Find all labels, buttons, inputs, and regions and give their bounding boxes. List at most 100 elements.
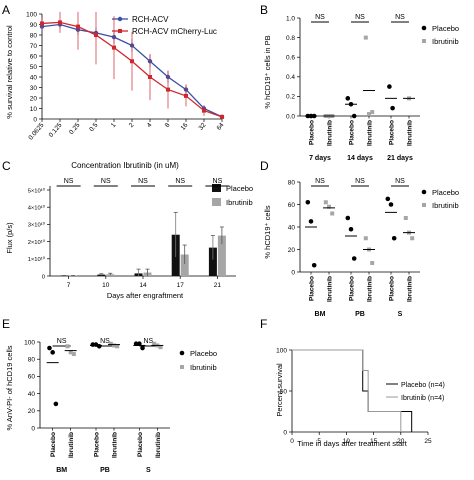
b-x-sub-label: Ibrutinib: [407, 120, 414, 146]
b-ibrutinib-point: [363, 35, 368, 40]
e-legend-marker-placebo: [179, 350, 185, 356]
b-group-label: 14 days: [347, 155, 373, 162]
e-y-axis-label: % AnV-PI- of hCD19 cells: [5, 345, 14, 430]
f-x-tick-label: 25: [424, 438, 432, 445]
a-legend-marker-1: [117, 16, 123, 22]
a-point: [166, 87, 170, 92]
d-y-tick-label: 60: [288, 202, 296, 209]
a-point: [184, 93, 188, 98]
d-placebo-point: [305, 199, 311, 205]
d-x-sub-label: Placebo: [349, 276, 356, 301]
panel-b-scatter: % hCD19⁺ cells in PB Placebo Ibrutinib 0…: [263, 14, 459, 162]
e-x-sub-label: Placebo: [137, 432, 144, 457]
e-y-tick-label: 60: [28, 374, 36, 381]
a-x-tick-label: 0.25: [68, 121, 82, 135]
c-x-axis-label: Days after engraftment: [107, 291, 184, 300]
d-legend-label-ibrutinib: Ibrutinib: [432, 201, 459, 210]
e-x-sub-label: Ibrutinib: [68, 432, 75, 458]
f-x-tick-label: 10: [343, 438, 351, 445]
b-placebo-point: [390, 105, 395, 111]
c-sig-label: NS: [101, 178, 111, 185]
e-placebo-point: [47, 345, 52, 351]
a-x-tick-label: 0.125: [48, 122, 64, 139]
b-x-sub-label: Placebo: [349, 120, 356, 145]
f-legend-label-ibrutinib: Ibrutinib (n=4): [401, 395, 444, 402]
a-point: [130, 59, 134, 64]
d-y-axis-label: % hCD19⁺ cells: [263, 205, 272, 258]
a-x-tick-label: 8: [164, 121, 172, 129]
e-ibrutinib-point: [112, 343, 116, 348]
a-x-tick-label: 0.5: [88, 121, 99, 133]
a-point: [76, 24, 80, 29]
f-legend: Placebo (n=4) Ibrutinib (n=4): [386, 382, 445, 402]
a-x-tick-label: 16: [180, 121, 190, 131]
d-group-label: S: [398, 311, 403, 318]
b-y-tick-label: 1.0: [286, 15, 295, 22]
b-legend-marker-placebo: [421, 25, 427, 31]
c-y-tick-label: 4×10¹⁰: [28, 205, 46, 212]
d-ibrutinib-point: [330, 211, 335, 216]
d-x-sub-label: Ibrutinib: [407, 276, 414, 302]
b-y-tick-label: 0.2: [286, 94, 295, 101]
e-x-sub-label: Placebo: [50, 432, 57, 457]
e-legend: Placebo Ibrutinib: [179, 349, 217, 372]
c-legend-swatch-placebo: [212, 184, 221, 192]
d-ibrutinib-point: [410, 236, 415, 241]
b-group-label: 21 days: [387, 155, 413, 162]
d-x-sub-label: Ibrutinib: [327, 276, 334, 302]
panel-d-scatter: % hCD19⁺ cells Placebo Ibrutinib 0 20 40 60…: [263, 178, 459, 318]
e-placebo-point: [137, 341, 142, 347]
a-x-tick-label: 1: [110, 121, 118, 129]
a-y-tick-label: 90: [30, 22, 38, 29]
e-sig-label: NS: [100, 338, 110, 345]
d-placebo-point: [308, 219, 314, 224]
panel-letter-d: D: [260, 159, 269, 173]
a-point: [220, 114, 224, 119]
d-ibrutinib-point: [363, 236, 368, 241]
a-x-tick-label: 0.0625: [27, 121, 45, 141]
f-y-tick-label: 0: [283, 429, 287, 436]
e-sig-label: NS: [143, 338, 153, 345]
a-x-tick-label: 32: [198, 121, 208, 131]
b-x-sub-label: Ibrutinib: [367, 120, 374, 146]
f-legend-label-placebo: Placebo (n=4): [401, 382, 445, 389]
a-y-tick-label: 10: [30, 106, 38, 113]
a-y-tick-label: 60: [30, 53, 38, 60]
d-legend-marker-placebo: [421, 189, 427, 195]
d-y-tick-label: 0: [291, 269, 295, 276]
f-survival-line-2: [292, 349, 402, 432]
e-x-sub-label: Ibrutinib: [112, 432, 119, 458]
c-y-tick-label: 2×10¹⁰: [28, 239, 46, 246]
e-placebo-point: [140, 345, 145, 351]
c-bar-placebo: [208, 247, 217, 276]
c-legend-swatch-ibrutinib: [212, 198, 221, 206]
d-ibrutinib-point: [323, 200, 328, 205]
panel-letter-a: A: [2, 3, 10, 17]
f-x-tick-label: 20: [397, 438, 405, 445]
a-y-tick-label: 20: [30, 95, 38, 102]
e-y-tick-label: 0: [31, 425, 35, 432]
panel-e-scatter: % AnV-PI- of hCD19 cells Placebo Ibrutin…: [5, 338, 217, 474]
f-x-axis-label: Time in days after treatment start: [297, 439, 408, 448]
f-x-tick-label: 5: [317, 438, 321, 445]
b-legend-label-ibrutinib: Ibrutinib: [432, 37, 459, 46]
a-point: [94, 33, 98, 37]
a-legend: RCH-ACV RCH-ACV mCherry-Luc: [112, 15, 217, 36]
b-y-tick-label: 0.0: [286, 113, 295, 120]
e-y-tick-label: 20: [28, 408, 36, 415]
b-legend-label-placebo: Placebo: [432, 24, 459, 33]
d-sig-label: NS: [395, 178, 405, 185]
e-placebo-point: [133, 341, 139, 347]
c-y-tick-label: 0: [42, 274, 45, 280]
d-y-tick-label: 20: [288, 247, 296, 254]
d-placebo-point: [345, 215, 351, 221]
a-y-tick-label: 40: [30, 74, 38, 81]
e-ibrutinib-point: [158, 345, 163, 350]
b-legend: Placebo Ibrutinib: [421, 24, 459, 46]
panel-f-survival-curve: Percent survival Time in days after trea…: [275, 347, 445, 448]
a-legend-label-2: RCH-ACV mCherry-Luc: [132, 27, 217, 36]
b-placebo-point: [387, 84, 392, 89]
a-point: [58, 20, 62, 25]
d-sig-label: NS: [315, 178, 325, 185]
